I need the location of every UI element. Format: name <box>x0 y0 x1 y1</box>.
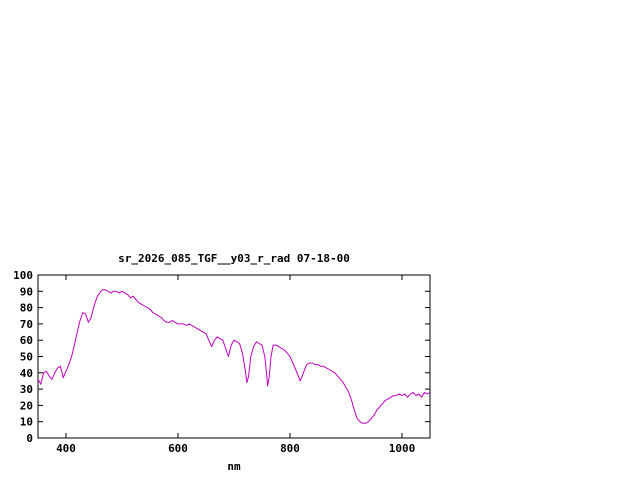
y-tick-label: 10 <box>20 416 33 429</box>
y-tick-label: 30 <box>20 383 33 396</box>
y-tick-label: 90 <box>20 285 33 298</box>
x-axis-label: nm <box>227 460 241 473</box>
y-tick-label: 80 <box>20 302 33 315</box>
y-tick-label: 100 <box>13 269 33 282</box>
y-tick-label: 50 <box>20 351 33 364</box>
x-tick-label: 600 <box>168 442 188 455</box>
x-tick-label: 1000 <box>389 442 416 455</box>
y-tick-label: 0 <box>26 432 33 445</box>
x-tick-label: 800 <box>280 442 300 455</box>
x-tick-label: 400 <box>56 442 76 455</box>
chart-title: sr_2026_085_TGF__y03_r_rad 07-18-00 <box>118 252 350 265</box>
spectral-curve <box>37 289 431 424</box>
y-tick-label: 70 <box>20 318 33 331</box>
plot-border <box>37 274 431 439</box>
y-tick-label: 60 <box>20 334 33 347</box>
y-tick-label: 20 <box>20 399 33 412</box>
y-tick-label: 40 <box>20 367 33 380</box>
